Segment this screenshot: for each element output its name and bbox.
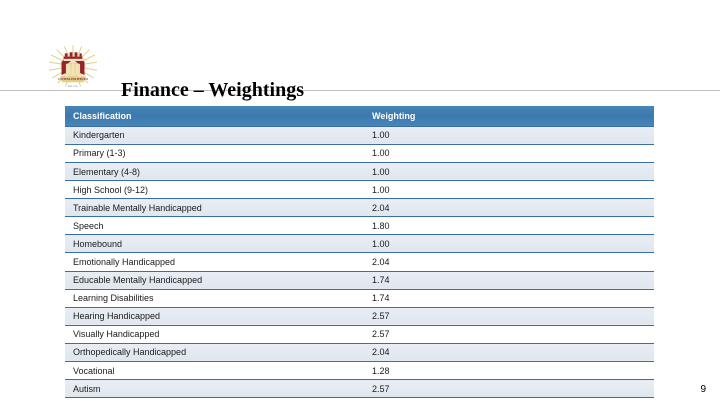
- svg-text:EST. 1911: EST. 1911: [68, 85, 79, 88]
- svg-text:CIVITAS INSTITUTO: CIVITAS INSTITUTO: [58, 77, 88, 81]
